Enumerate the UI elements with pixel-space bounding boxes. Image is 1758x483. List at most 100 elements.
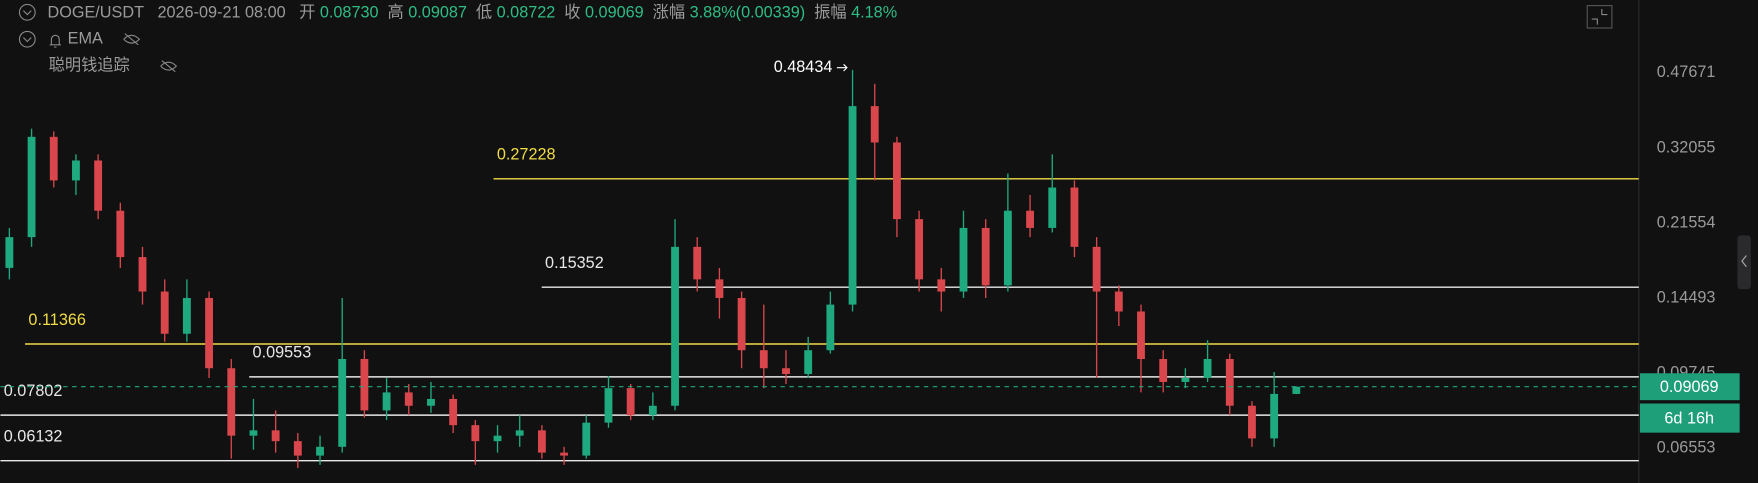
tracker-name: 聪明钱追踪 bbox=[49, 56, 130, 74]
high-label: 0.48434 bbox=[774, 58, 833, 76]
y-tick-label: 0.14493 bbox=[1657, 288, 1716, 306]
candle-body bbox=[5, 237, 14, 268]
field-label: 收 bbox=[564, 4, 580, 22]
collapse-icon[interactable] bbox=[18, 3, 36, 21]
field-label: 高 bbox=[388, 4, 404, 22]
countdown-label: 6d 16h bbox=[1664, 410, 1714, 428]
candle-body bbox=[1203, 359, 1212, 378]
candle-body bbox=[205, 297, 213, 369]
candle-body bbox=[338, 359, 347, 447]
header-row: DOGE/USDT 2026-09-21 08:00 开 0.08730 高 0.09… bbox=[47, 4, 897, 22]
hide-icon[interactable] bbox=[123, 33, 141, 46]
field-label: 低 bbox=[476, 4, 492, 22]
level-label: 0.09553 bbox=[253, 344, 312, 362]
candle-body bbox=[471, 425, 480, 442]
level-label: 0.11366 bbox=[28, 311, 85, 329]
side-handle[interactable] bbox=[1737, 235, 1751, 290]
fullscreen-button[interactable] bbox=[1586, 5, 1613, 29]
candle-body bbox=[804, 350, 813, 374]
last-price-label: 0.09069 bbox=[1660, 378, 1719, 396]
bell-icon[interactable] bbox=[49, 34, 61, 48]
candle-body bbox=[870, 106, 879, 143]
candle-body bbox=[116, 210, 125, 258]
field-value: 0.08730 bbox=[320, 4, 379, 22]
candle-body bbox=[959, 227, 968, 292]
field-value: 4.18% bbox=[851, 4, 897, 22]
y-tick-label: 0.21554 bbox=[1657, 213, 1716, 231]
candle-body bbox=[1181, 377, 1190, 382]
candle-body bbox=[427, 398, 435, 406]
collapse-chevron bbox=[22, 10, 32, 16]
candle-body bbox=[1070, 187, 1079, 247]
candle-body bbox=[404, 392, 413, 406]
candle-body bbox=[715, 279, 724, 298]
candle-body bbox=[182, 297, 191, 334]
candle-body bbox=[138, 257, 147, 292]
candle-body bbox=[937, 279, 946, 292]
candle-body bbox=[1159, 359, 1168, 382]
hide-icon[interactable] bbox=[160, 60, 178, 73]
field-value: 0.09087 bbox=[408, 4, 467, 22]
candle-body bbox=[449, 398, 458, 426]
candle-body bbox=[1248, 405, 1256, 439]
level-label: 0.06132 bbox=[4, 427, 63, 445]
field-value: 3.88%(0.00339) bbox=[690, 4, 806, 22]
candle-body bbox=[94, 160, 103, 211]
candle-body bbox=[848, 106, 857, 305]
candle-body bbox=[582, 422, 591, 456]
candle-body bbox=[293, 441, 302, 456]
candle-body bbox=[271, 430, 280, 442]
collapse-chevron bbox=[22, 37, 32, 43]
candle-body bbox=[1048, 187, 1057, 228]
candle-body bbox=[537, 430, 546, 453]
candle-body bbox=[1003, 210, 1012, 286]
high-arrow bbox=[836, 63, 848, 72]
candle-body bbox=[1137, 311, 1145, 360]
candle-body bbox=[493, 435, 502, 442]
candle-body bbox=[1270, 393, 1279, 439]
candle-body bbox=[759, 350, 768, 369]
candle-body bbox=[604, 388, 613, 423]
y-tick-label: 0.47671 bbox=[1657, 63, 1716, 81]
candle-body bbox=[249, 430, 258, 436]
field-label: 涨幅 bbox=[653, 4, 685, 22]
candle-body bbox=[560, 452, 569, 456]
level-label: 0.27228 bbox=[497, 146, 556, 164]
candle-body bbox=[227, 368, 236, 436]
field-label: 开 bbox=[299, 4, 315, 22]
candle-body bbox=[72, 160, 80, 181]
fullscreen-icon bbox=[1591, 8, 1608, 25]
candle-body bbox=[981, 227, 990, 286]
candle-body bbox=[782, 368, 790, 374]
candle-body bbox=[27, 136, 36, 238]
candle-body bbox=[316, 446, 324, 456]
candle-body bbox=[360, 359, 369, 411]
candle-body bbox=[382, 392, 391, 411]
collapse-icon[interactable] bbox=[18, 30, 36, 48]
candle-body bbox=[1292, 386, 1301, 394]
candle-body bbox=[1092, 246, 1101, 292]
last-price-badge bbox=[1639, 373, 1740, 401]
candle-body bbox=[1026, 210, 1034, 228]
candle-body bbox=[915, 219, 924, 280]
candle-body bbox=[1225, 359, 1234, 406]
candle-body bbox=[49, 136, 58, 181]
candle-body bbox=[1114, 291, 1123, 312]
candle-body bbox=[737, 297, 746, 351]
candle-body bbox=[626, 388, 635, 416]
countdown-badge bbox=[1639, 403, 1740, 433]
field-value: 0.08722 bbox=[497, 4, 556, 22]
candle-body bbox=[160, 291, 169, 334]
y-tick-label: 0.06553 bbox=[1657, 438, 1716, 456]
field-value: 0.09069 bbox=[585, 4, 644, 22]
indicator-name: EMA bbox=[68, 30, 103, 48]
time: 2026-09-21 08:00 bbox=[157, 4, 285, 22]
candle-body bbox=[648, 405, 657, 416]
candle-body bbox=[826, 304, 835, 351]
y-tick-label: 0.32055 bbox=[1657, 138, 1716, 156]
plot: 0.27228 0.15352 0.11366 0.09553 0.07802 0.061… bbox=[0, 69, 1639, 468]
level-label: 0.15352 bbox=[545, 254, 604, 272]
